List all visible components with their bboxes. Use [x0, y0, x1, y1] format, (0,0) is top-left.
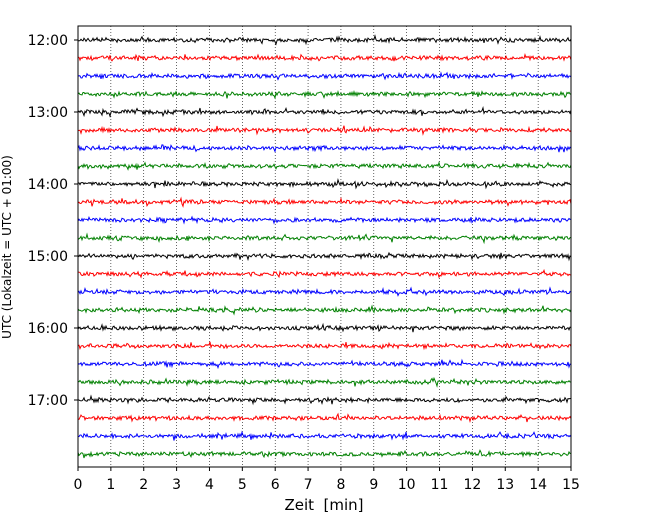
x-tick-label: 2 [139, 477, 148, 493]
trace-1300 [77, 106, 572, 118]
y-tick-label: 13:00 [28, 105, 68, 121]
trace-1315 [77, 125, 572, 136]
trace-1445 [77, 232, 572, 245]
trace-1330 [77, 144, 572, 153]
x-tick-label: 6 [271, 477, 280, 493]
plot-frame [77, 25, 572, 468]
trace-1715 [77, 412, 572, 423]
x-tick-label: 1 [106, 477, 115, 493]
y-axis-label: UTC (Lokalzeit = UTC + 01:00) [0, 155, 14, 339]
trace-1745 [77, 449, 572, 459]
trace-1200 [77, 34, 572, 46]
trace-1230 [77, 71, 572, 81]
y-tick-label: 16:00 [28, 321, 68, 337]
trace-1630 [77, 358, 572, 370]
trace-1215 [77, 52, 572, 62]
y-tick-label: 14:00 [28, 177, 68, 193]
x-tick-label: 13 [496, 477, 514, 493]
x-tick-label: 10 [398, 477, 416, 493]
y-tick-label: 17:00 [28, 393, 68, 409]
x-tick-label: 12 [463, 477, 481, 493]
trace-1545 [77, 304, 572, 316]
trace-1500 [77, 251, 572, 262]
x-tick-label: 3 [172, 477, 181, 493]
trace-1645 [77, 376, 572, 388]
x-tick-label: 9 [369, 477, 378, 493]
x-tick-label: 7 [304, 477, 313, 493]
trace-1615 [77, 341, 572, 351]
x-axis-ticks: 0 1 2 3 4 5 6 7 8 9 10 11 12 13 14 15 [74, 467, 580, 493]
y-axis-ticks: 12:00 13:00 14:00 15:00 16:00 17:00 [28, 33, 78, 409]
traces [77, 34, 572, 459]
trace-1400 [77, 178, 572, 190]
x-tick-label: 15 [562, 477, 580, 493]
x-tick-label: 5 [238, 477, 247, 493]
trace-1600 [77, 322, 572, 333]
trace-1515 [77, 268, 572, 279]
y-tick-label: 15:00 [28, 249, 68, 265]
trace-1730 [77, 430, 572, 441]
x-tick-label: 14 [529, 477, 547, 493]
trace-1345 [77, 161, 572, 171]
x-tick-label: 8 [336, 477, 345, 493]
x-axis-label: Zeit [min] [284, 496, 363, 514]
trace-1700 [77, 394, 572, 406]
y-tick-label: 12:00 [28, 33, 68, 49]
trace-1430 [77, 215, 572, 225]
x-tick-label: 0 [74, 477, 83, 493]
x-tick-label: 11 [431, 477, 449, 493]
x-tick-label: 4 [205, 477, 214, 493]
trace-1415 [77, 196, 572, 208]
trace-1530 [77, 286, 572, 297]
trace-1245 [77, 89, 572, 100]
